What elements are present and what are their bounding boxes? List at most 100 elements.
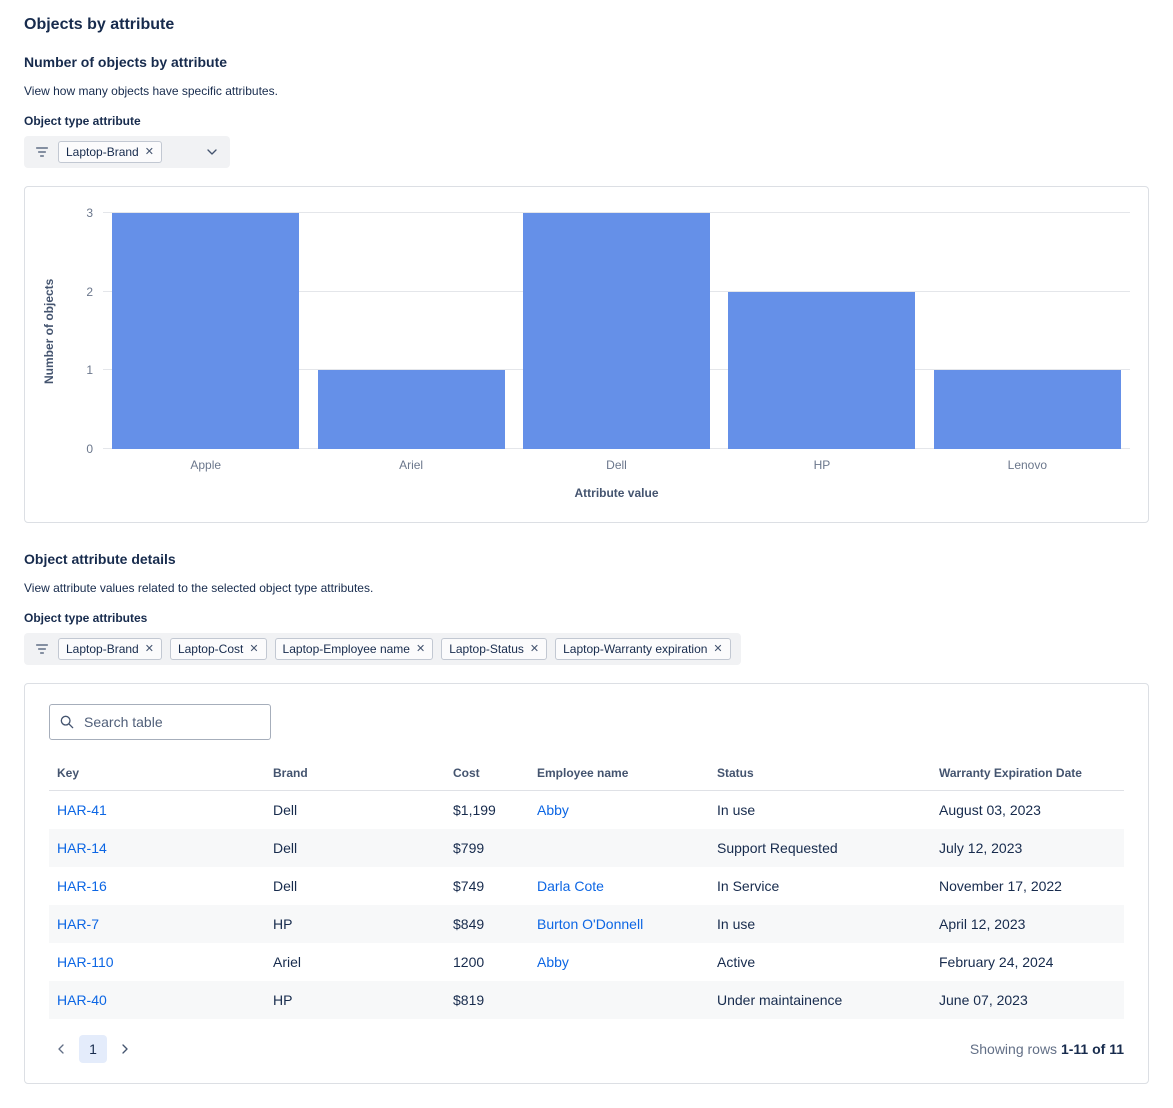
status-cell: In use <box>717 916 756 932</box>
rows-summary-range: 1-11 of 11 <box>1060 1041 1124 1057</box>
chart-bar[interactable] <box>728 291 916 449</box>
previous-page-button[interactable] <box>49 1037 73 1061</box>
column-header-brand[interactable]: Brand <box>265 756 445 791</box>
remove-tag-icon[interactable] <box>416 644 425 655</box>
filter-tag-label: Laptop-Cost <box>177 642 244 656</box>
column-header-cost[interactable]: Cost <box>445 756 529 791</box>
object-key-link[interactable]: HAR-14 <box>57 840 107 856</box>
details-section-description: View attribute values related to the sel… <box>24 581 374 595</box>
employee-link[interactable]: Burton O'Donnell <box>537 916 644 932</box>
details-section-heading: Object attribute details <box>24 551 176 567</box>
table-row: HAR-16 Dell $749 Darla Cote In Service N… <box>49 867 1124 905</box>
brand-cell: Dell <box>273 840 298 856</box>
chart-section-description: View how many objects have specific attr… <box>24 84 278 98</box>
next-page-button[interactable] <box>113 1037 137 1061</box>
status-cell: Active <box>717 954 756 970</box>
page-title: Objects by attribute <box>24 16 175 33</box>
warranty-cell: April 12, 2023 <box>939 916 1026 932</box>
brand-cell: HP <box>273 916 293 932</box>
remove-tag-icon[interactable] <box>145 644 154 655</box>
filter-tag: Laptop-Cost <box>169 638 267 660</box>
table-header-row: Key Brand Cost Employee name Status Warr… <box>49 756 1124 791</box>
status-cell: In use <box>717 802 756 818</box>
cost-cell: $849 <box>453 916 485 932</box>
x-category-label: Apple <box>190 458 222 472</box>
cost-cell: $799 <box>453 840 485 856</box>
filter-icon <box>34 641 50 657</box>
object-key-link[interactable]: HAR-40 <box>57 992 107 1008</box>
rows-summary: Showing rows 1-11 of 11 <box>970 1041 1124 1057</box>
filter-tag: Laptop-Warranty expiration <box>555 638 731 660</box>
x-category-label: Dell <box>606 458 627 472</box>
object-key-link[interactable]: HAR-110 <box>57 954 114 970</box>
filter-tag-label: Laptop-Status <box>449 642 524 656</box>
remove-tag-icon[interactable] <box>530 644 539 655</box>
current-page-button[interactable]: 1 <box>79 1035 107 1063</box>
object-key-link[interactable]: HAR-7 <box>57 916 100 932</box>
filter-tag-label: Laptop-Brand <box>66 145 139 159</box>
bar-slot <box>103 213 308 449</box>
status-cell: Support Requested <box>717 840 838 856</box>
object-key-link[interactable]: HAR-41 <box>57 802 107 818</box>
table-row: HAR-110 Ariel 1200 Abby Active February … <box>49 943 1124 981</box>
attribute-filter-dropdown[interactable]: Laptop-Brand <box>24 136 230 168</box>
filter-icon <box>34 144 50 160</box>
y-tick-label: 3 <box>86 206 93 220</box>
x-category-label: Lenovo <box>1007 458 1048 472</box>
table-footer: 1 Showing rows 1-11 of 11 <box>49 1035 1124 1063</box>
table-row: HAR-40 HP $819 Under maintainence June 0… <box>49 981 1124 1019</box>
warranty-cell: February 24, 2024 <box>939 954 1054 970</box>
remove-tag-icon[interactable] <box>249 644 258 655</box>
employee-link[interactable]: Darla Cote <box>537 878 604 894</box>
x-category-label: HP <box>813 458 831 472</box>
cost-cell: 1200 <box>453 954 485 970</box>
column-header-key[interactable]: Key <box>49 756 265 791</box>
x-axis-title: Attribute value <box>574 486 659 500</box>
chevron-right-icon <box>122 1044 128 1054</box>
warranty-cell: June 07, 2023 <box>939 992 1028 1008</box>
warranty-cell: November 17, 2022 <box>939 878 1062 894</box>
object-key-link[interactable]: HAR-16 <box>57 878 107 894</box>
search-icon <box>60 715 74 729</box>
remove-tag-icon[interactable] <box>145 147 154 158</box>
employee-link[interactable]: Abby <box>537 954 569 970</box>
chart-bar[interactable] <box>112 213 300 449</box>
bar-slot <box>308 213 513 449</box>
x-category-label: Ariel <box>399 458 424 472</box>
column-header-status[interactable]: Status <box>709 756 931 791</box>
table-search <box>49 704 271 740</box>
employee-link[interactable]: Abby <box>537 802 569 818</box>
status-cell: In Service <box>717 878 780 894</box>
cost-cell: $749 <box>453 878 485 894</box>
chevron-down-icon[interactable] <box>204 144 220 160</box>
attribute-details-table: Key Brand Cost Employee name Status Warr… <box>49 756 1124 1019</box>
y-tick-label: 1 <box>86 363 93 378</box>
chart-bar[interactable] <box>933 370 1121 449</box>
chart-bar[interactable] <box>523 213 710 449</box>
column-header-warranty[interactable]: Warranty Expiration Date <box>931 756 1124 791</box>
remove-tag-icon[interactable] <box>713 644 722 655</box>
status-cell: Under maintainence <box>717 992 843 1008</box>
y-axis-title: Number of objects <box>42 278 56 384</box>
object-type-attributes-label: Object type attributes <box>24 611 148 625</box>
gridline: 3 <box>86 206 1130 220</box>
pagination: 1 <box>49 1035 137 1063</box>
bar-chart-card: Number of objects 0 1 2 3 Apple Ariel Dell HP L… <box>24 186 1149 523</box>
object-type-attribute-label: Object type attribute <box>24 114 141 128</box>
brand-cell: Ariel <box>273 954 302 970</box>
filter-tag-label: Laptop-Brand <box>66 642 139 656</box>
y-tick-label: 2 <box>86 284 93 299</box>
brand-cell: HP <box>273 992 293 1008</box>
table-row: HAR-14 Dell $799 Support Requested July … <box>49 829 1124 867</box>
filter-tag-label: Laptop-Employee name <box>282 642 410 656</box>
chart-bar[interactable] <box>317 370 505 449</box>
brand-cell: Dell <box>273 802 298 818</box>
filter-tag: Laptop-Brand <box>58 638 162 660</box>
attributes-filter-dropdown[interactable]: Laptop-Brand Laptop-Cost Laptop-Employee… <box>24 633 741 665</box>
warranty-cell: August 03, 2023 <box>939 802 1041 818</box>
search-input[interactable] <box>49 704 271 740</box>
column-header-employee[interactable]: Employee name <box>529 756 709 791</box>
bar-slot <box>719 213 924 449</box>
bar-slot <box>925 213 1130 449</box>
